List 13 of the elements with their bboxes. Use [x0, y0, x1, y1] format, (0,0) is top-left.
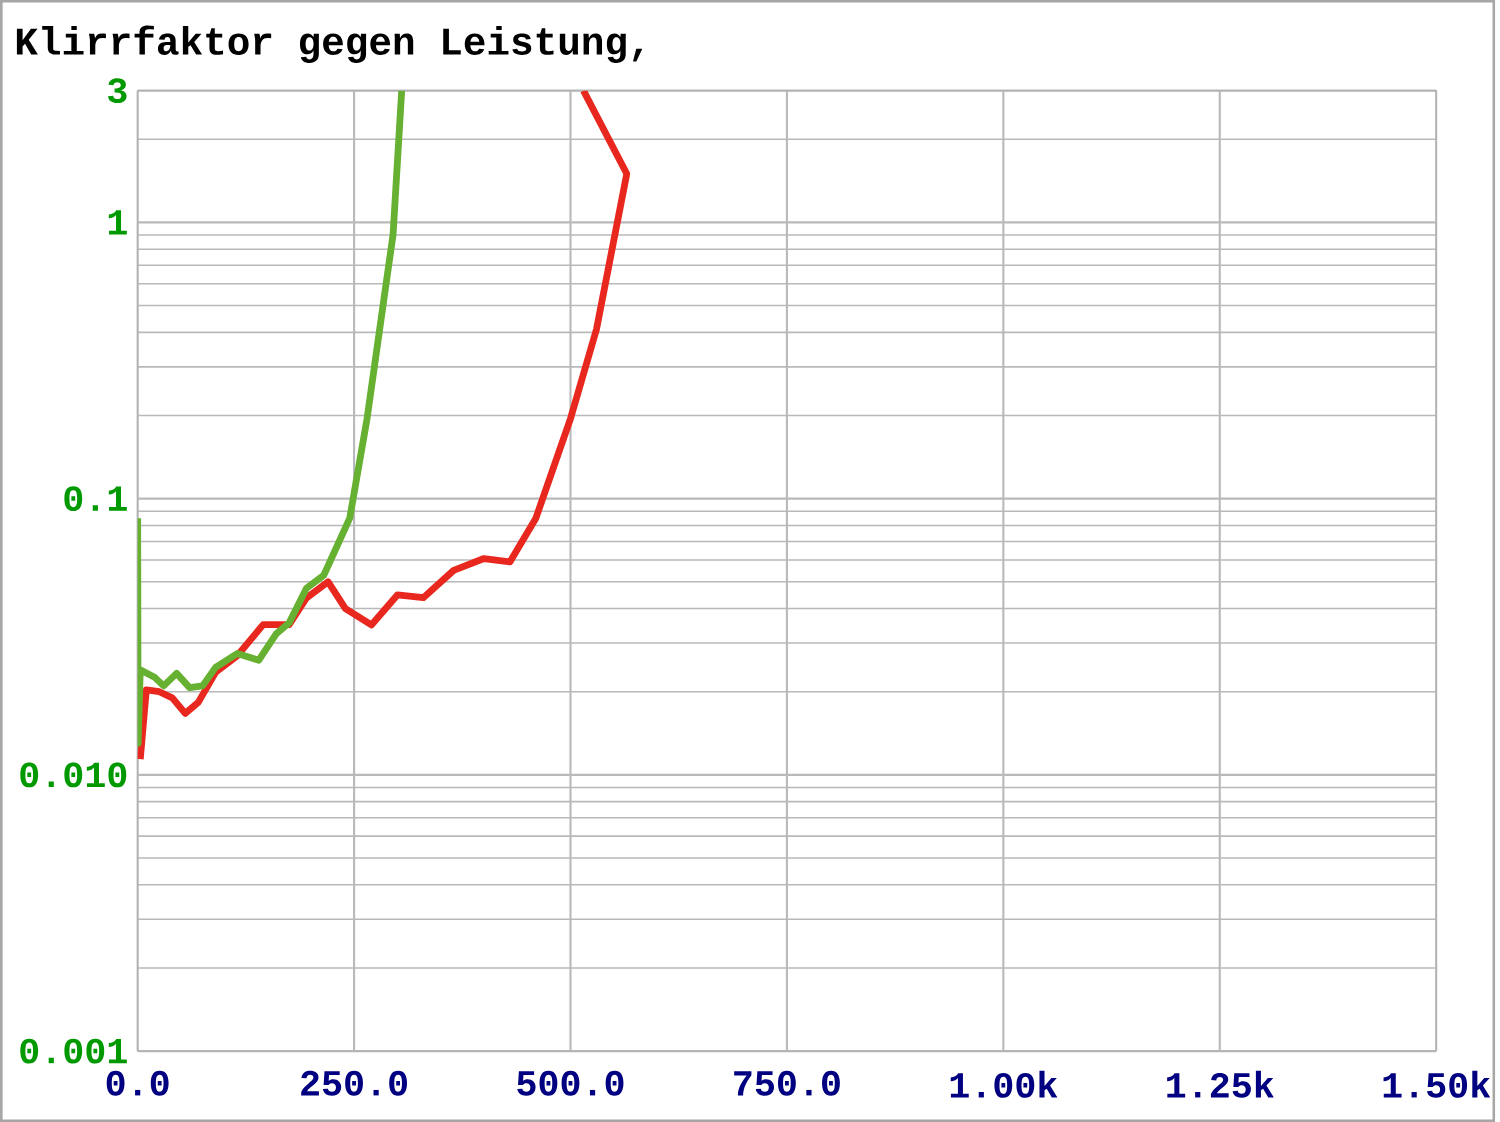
y-tick-label: 3	[108, 78, 127, 104]
y-tick-label: 0.010	[20, 762, 127, 788]
x-tick-label: 1.25k	[1167, 1070, 1274, 1098]
x-tick-label: 250.0	[301, 1070, 408, 1096]
x-tick-label: 500.0	[517, 1070, 624, 1096]
y-tick-label: 1	[108, 210, 127, 235]
x-tick-label: 1.50k	[1383, 1070, 1491, 1098]
y-tick-label: 0.1	[64, 486, 127, 512]
chart-title: Klirrfaktor gegen Leistung,	[16, 25, 643, 63]
y-tick-label: 0.001	[20, 1038, 127, 1064]
x-tick-label: 0.0	[106, 1070, 169, 1096]
x-tick-label: 1.00k	[950, 1070, 1058, 1098]
x-tick-label: 750.0	[734, 1070, 840, 1096]
